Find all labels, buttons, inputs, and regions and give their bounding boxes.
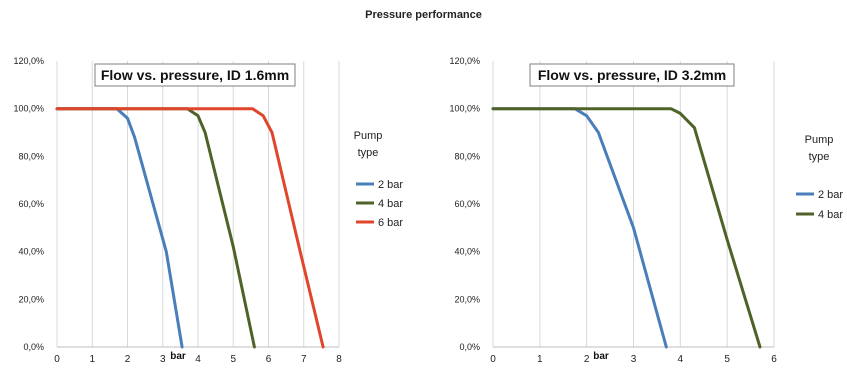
legend-label: 4 bar [818,209,843,221]
y-tick-label: 80,0% [454,151,480,161]
y-tick-label: 80,0% [18,151,44,161]
y-tick-label: 100,0% [449,104,480,114]
legend-title: type [809,151,830,163]
x-tick-label: 4 [195,354,201,365]
x-tick-label: 1 [537,354,543,365]
y-tick-label: 60,0% [454,199,480,209]
y-tick-label: 0,0% [23,342,44,352]
chart-1: 0 1 2 3 4 5 6 7 80,0%20,0%40,0%60,0%80,0%100,0%1… [13,56,403,365]
y-tick-label: 60,0% [18,199,44,209]
y-tick-label: 0,0% [459,342,480,352]
y-tick-label: 40,0% [18,247,44,257]
legend-title: type [358,147,379,159]
y-tick-label: 40,0% [454,247,480,257]
y-tick-label: 100,0% [13,104,44,114]
x-tick-label: 5 [724,354,730,365]
y-tick-label: 20,0% [454,294,480,304]
x-axis-label: bar [593,351,609,362]
legend-title: Pump [805,134,834,146]
chart-title-box [94,63,296,87]
legend-label: 2 bar [818,189,843,201]
chart-2: 0 1 2 3 4 5 60,0%20,0%40,0%60,0%80,0%100,0%120… [449,56,843,365]
chart-title-box [529,63,735,87]
series-line-4-bar [55,107,256,349]
x-tick-label: 5 [230,354,236,365]
y-tick-label: 120,0% [449,56,480,66]
y-tick-label: 20,0% [18,294,44,304]
x-tick-label: 6 [266,354,272,365]
chart-title: Flow vs. pressure, ID 1.6mm [101,67,289,83]
legend-title: Pump [354,130,383,142]
x-tick-label: 2 [125,354,131,365]
legend-label: 6 bar [378,217,403,229]
x-tick-label: 0 [54,354,60,365]
x-tick-label: 2 [584,354,590,365]
x-tick-label: 8 [336,354,342,365]
series-line-6-bar [55,107,325,349]
x-tick-label: 3 [160,354,166,365]
x-tick-label: 6 [771,354,777,365]
x-tick-label: 3 [631,354,637,365]
x-tick-label: 7 [301,354,307,365]
series-line-2-bar [55,107,184,349]
legend-label: 4 bar [378,198,403,210]
legend-label: 2 bar [378,179,403,191]
x-tick-label: 0 [490,354,496,365]
x-tick-label: 4 [678,354,684,365]
series-line-4-bar [491,107,762,349]
chart-title: Flow vs. pressure, ID 3.2mm [538,67,726,83]
y-tick-label: 120,0% [13,56,44,66]
x-axis-label: bar [170,351,186,362]
page-title: Pressure performance [365,9,482,21]
x-tick-label: 1 [89,354,95,365]
series-line-2-bar [491,107,668,349]
